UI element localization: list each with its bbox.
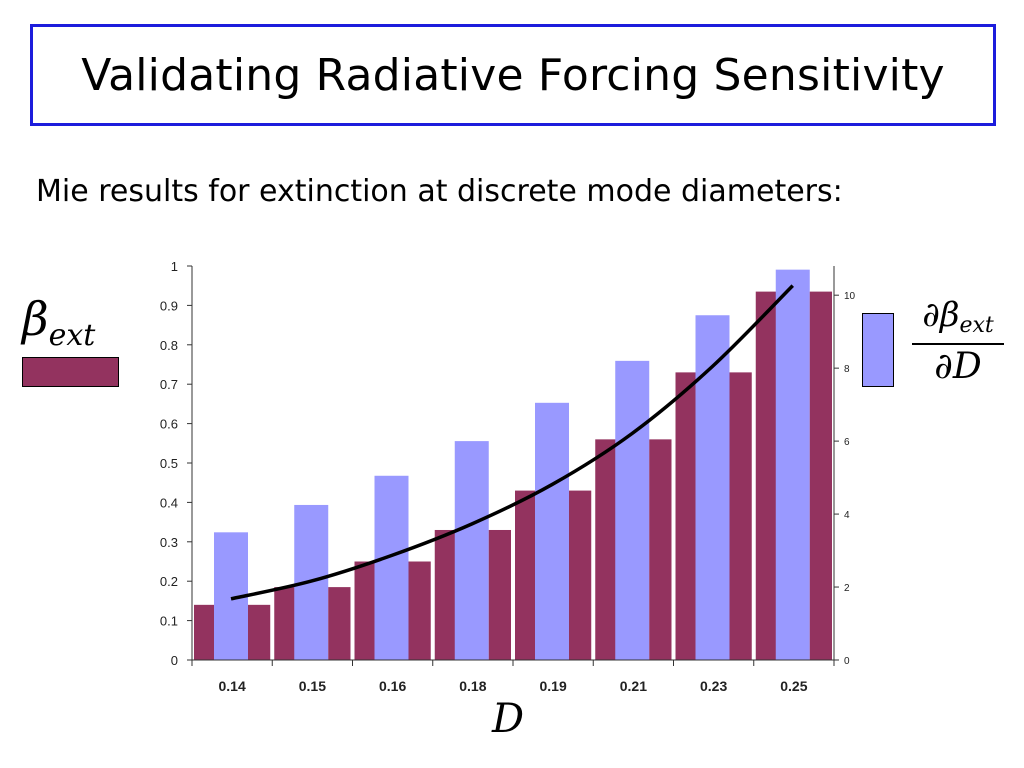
fit-curve (230, 284, 794, 601)
legend-derivative-label: ∂βext ∂D (908, 298, 1008, 385)
bar-beta-ext (675, 372, 698, 660)
x-tick-label: 0.21 (620, 678, 647, 694)
y-left-tick-label: 0.4 (160, 495, 178, 510)
y-right-tick-label: 2 (844, 583, 850, 594)
y-left-tick-label: 0.6 (160, 417, 178, 432)
y-left-tick-label: 0.5 (160, 456, 178, 471)
y-left-tick-label: 1 (171, 259, 178, 274)
y-left-tick-label: 0.2 (160, 574, 178, 589)
y-right-tick-label: 4 (844, 510, 850, 521)
y-left-tick-label: 0.8 (160, 338, 178, 353)
legend-beta-base: β (22, 292, 49, 346)
x-tick-label: 0.18 (459, 678, 486, 694)
bar-beta-ext (569, 490, 592, 660)
x-tick-label: 0.19 (540, 678, 567, 694)
bar-beta-ext (274, 587, 297, 660)
bar-beta-ext (354, 561, 377, 660)
legend-derivative-num-sub: ext (959, 313, 994, 338)
bar-beta-ext (248, 604, 271, 660)
bar-beta-ext (755, 291, 778, 660)
x-tick-label: 0.25 (780, 678, 807, 694)
x-tick-label: 0.16 (379, 678, 406, 694)
bar-derivative (535, 402, 569, 660)
bar-derivative (374, 475, 409, 660)
legend-derivative-den: ∂D (934, 346, 982, 387)
x-tick-label: 0.14 (219, 678, 246, 694)
y-left-tick-label: 0.7 (160, 377, 178, 392)
legend-derivative-swatch (862, 313, 894, 387)
bar-beta-ext (595, 439, 618, 660)
x-axis-label: D (492, 696, 525, 742)
title-box: Validating Radiative Forcing Sensitivity (30, 24, 996, 126)
bar-derivative (695, 315, 730, 660)
y-left-tick-label: 0.3 (160, 535, 178, 550)
bar-derivative (615, 360, 650, 660)
x-tick-label: 0.23 (700, 678, 727, 694)
bar-beta-ext (408, 561, 431, 660)
y-right-tick-label: 6 (844, 437, 850, 448)
legend-beta-ext-swatch (22, 357, 119, 387)
y-left-tick-label: 0.1 (160, 614, 178, 629)
bar-beta-ext (729, 372, 752, 660)
y-right-tick-label: 8 (844, 364, 850, 375)
bar-beta-ext (194, 604, 216, 660)
x-tick-label: 0.15 (299, 678, 326, 694)
y-right-tick-label: 0 (844, 656, 850, 667)
bar-derivative (775, 269, 810, 660)
y-right-tick-label: 10 (844, 291, 856, 302)
fraction-bar (912, 343, 1004, 345)
bar-beta-ext (328, 587, 351, 660)
bar-beta-ext (434, 529, 457, 660)
y-left-tick-label: 0 (171, 653, 178, 668)
subtitle: Mie results for extinction at discrete m… (36, 174, 843, 209)
bar-beta-ext (488, 529, 511, 660)
bar-derivative (454, 441, 489, 660)
bar-beta-ext (515, 490, 537, 660)
legend-beta-sub: ext (48, 318, 96, 353)
y-left-tick-label: 0.9 (160, 298, 178, 313)
bar-beta-ext (649, 439, 672, 660)
legend-beta-ext-label: βext (22, 296, 95, 351)
bar-beta-ext (809, 291, 832, 660)
legend-derivative-num-base: ∂β (922, 295, 960, 335)
page-title: Validating Radiative Forcing Sensitivity (81, 49, 945, 101)
